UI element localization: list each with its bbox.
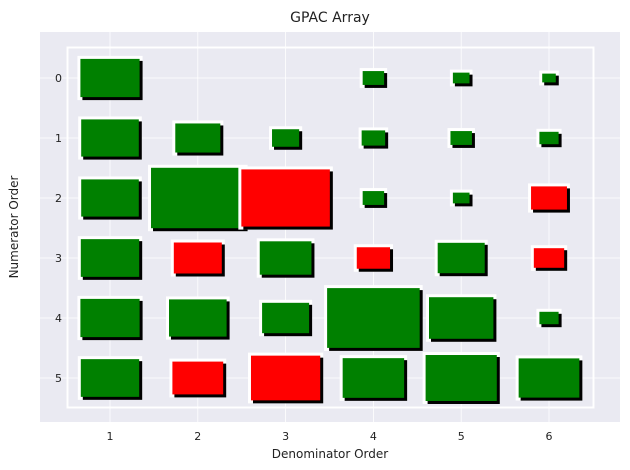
gpac-cell <box>77 55 143 101</box>
gpac-cell <box>434 239 488 277</box>
gpac-cell <box>78 176 142 220</box>
gpac-cell <box>449 69 473 87</box>
cell-value-box <box>429 297 494 339</box>
gpac-cell <box>256 238 315 278</box>
gpac-cell <box>169 358 227 398</box>
cell-value-box <box>175 123 221 153</box>
x-tick-label: 2 <box>194 430 201 443</box>
gpac-cell <box>353 244 394 272</box>
cell-value-box <box>362 71 385 85</box>
cell-value-box <box>169 299 227 337</box>
y-tick-labels: 0 1 2 3 4 5 <box>55 72 62 385</box>
y-tick-label: 0 <box>55 72 62 85</box>
gpac-cell <box>339 355 408 401</box>
cell-value-box <box>259 241 312 275</box>
cell-value-box <box>452 192 470 204</box>
cell-value-box <box>81 179 139 217</box>
y-tick-label: 2 <box>55 192 62 205</box>
cell-value-box <box>327 288 420 348</box>
cell-value-box <box>241 169 330 227</box>
y-tick-label: 4 <box>55 312 62 325</box>
y-tick-label: 3 <box>55 252 62 265</box>
y-tick-label: 1 <box>55 132 62 145</box>
cell-value-box <box>80 58 140 98</box>
chart-title: GPAC Array <box>290 10 370 26</box>
gpac-cell <box>539 70 559 86</box>
cell-value-box <box>539 131 559 145</box>
gpac-cell <box>530 245 568 271</box>
cell-value-box <box>452 72 470 84</box>
cell-value-box <box>172 361 224 395</box>
cell-value-box <box>531 186 567 210</box>
gpac-cell <box>77 356 143 400</box>
x-tick-label: 5 <box>458 430 465 443</box>
gpac-cell <box>449 189 473 207</box>
cell-value-box <box>262 302 310 334</box>
cell-value-box <box>173 242 222 274</box>
gpac-cell <box>426 294 497 342</box>
x-tick-label: 3 <box>282 430 289 443</box>
gpac-cell <box>422 352 500 404</box>
cell-value-box <box>342 358 405 398</box>
gpac-cell <box>78 116 142 160</box>
gpac-cell <box>259 299 313 337</box>
hinton-frame <box>66 46 595 409</box>
gpac-cell <box>359 188 388 208</box>
cell-value-box <box>425 355 497 401</box>
cell-value-box <box>80 298 140 338</box>
gpac-cell <box>77 236 143 280</box>
cell-value-box <box>450 131 472 145</box>
gpac-cell <box>170 239 225 277</box>
cell-value-box <box>361 130 386 146</box>
cell-value-box <box>518 358 580 398</box>
cell-value-box <box>80 239 140 277</box>
cell-value-box <box>362 191 385 205</box>
gpac-cell <box>447 128 475 148</box>
cell-value-box <box>533 248 565 268</box>
x-tick-label: 6 <box>546 430 553 443</box>
x-tick-labels: 1 2 3 4 5 6 <box>107 430 553 443</box>
cell-value-box <box>80 359 140 397</box>
cell-value-box <box>437 242 485 274</box>
x-tick-label: 4 <box>370 430 377 443</box>
gpac-cell <box>358 127 389 149</box>
cell-value-box <box>542 73 556 83</box>
gpac-cell <box>247 352 324 404</box>
gpac-cell <box>238 166 333 230</box>
cell-value-box <box>81 119 139 157</box>
gpac-cell <box>148 164 248 232</box>
gpac-cell <box>536 128 562 148</box>
cell-value-box <box>151 167 245 229</box>
cell-value-box <box>539 311 559 325</box>
gpac-cell <box>528 183 570 213</box>
gpac-cell <box>166 296 230 340</box>
gpac-cell <box>77 295 143 341</box>
cell-value-box <box>272 129 300 147</box>
gpac-cell <box>324 285 423 351</box>
gpac-cell <box>536 308 562 328</box>
gpac-cell <box>269 126 303 150</box>
x-axis-label: Denominator Order <box>272 447 389 461</box>
cell-value-box <box>356 247 391 269</box>
gpac-cell <box>359 68 388 88</box>
x-tick-label: 1 <box>107 430 114 443</box>
cell-value-box <box>250 355 321 401</box>
y-axis-label: Numerator Order <box>7 176 21 279</box>
hinton-cells <box>77 55 583 404</box>
y-tick-label: 5 <box>55 372 62 385</box>
gpac-cell <box>172 120 224 156</box>
gpac-cell <box>515 355 583 401</box>
